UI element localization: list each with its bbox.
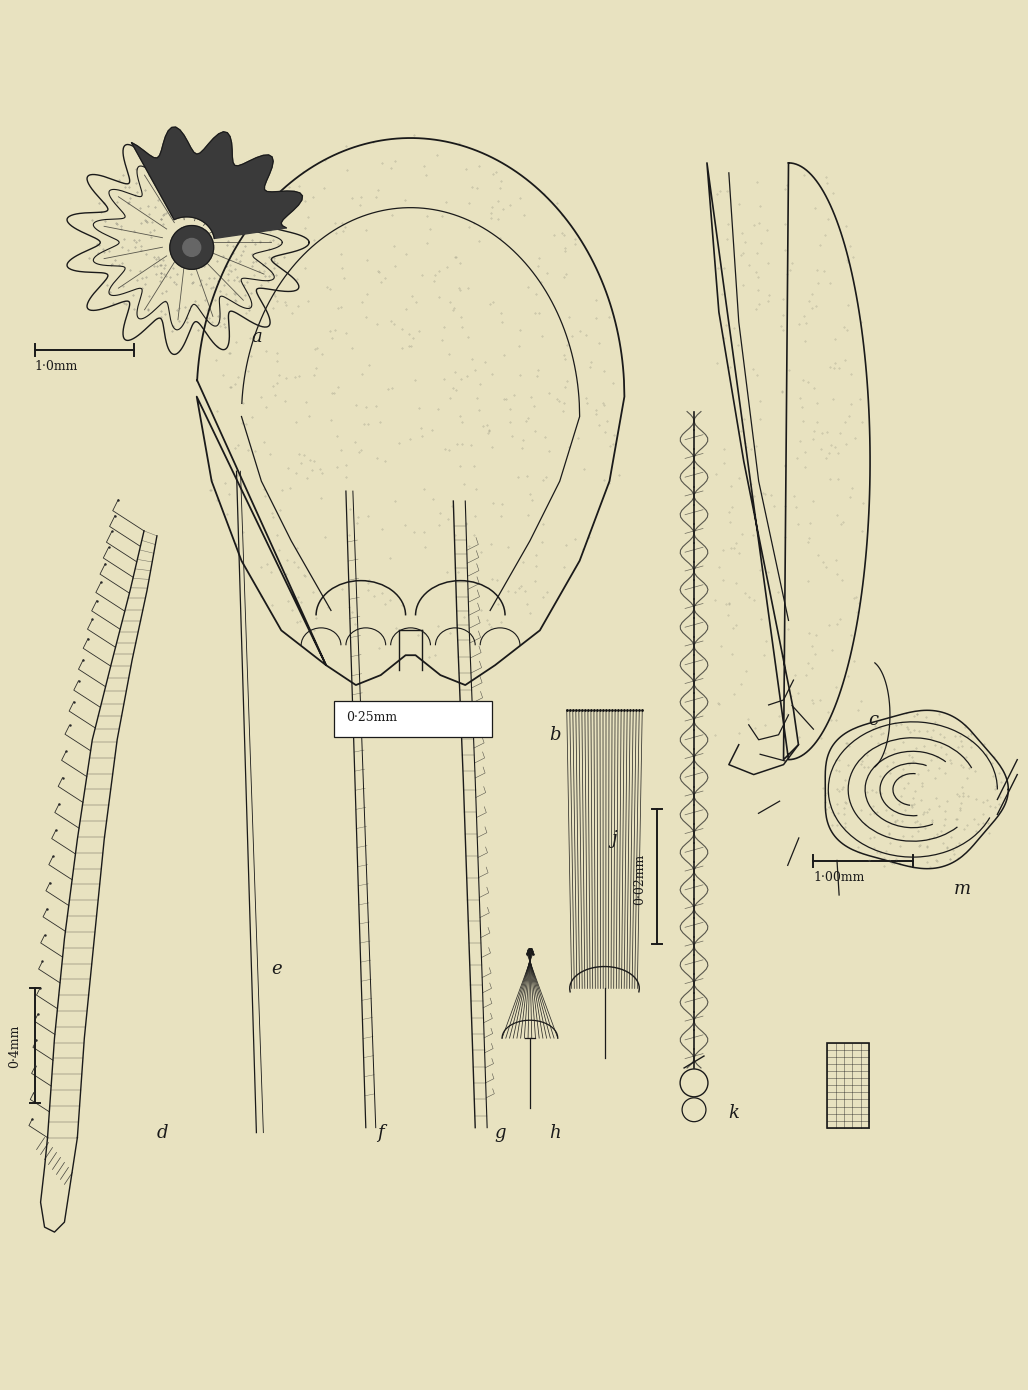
Text: h: h [549,1123,560,1141]
FancyBboxPatch shape [334,701,492,737]
Text: f: f [377,1123,384,1141]
Text: 0·25mm: 0·25mm [345,712,397,724]
Text: g: g [494,1123,506,1141]
Text: 0·4mm: 0·4mm [8,1024,22,1068]
Text: a: a [251,328,262,346]
Circle shape [183,239,200,256]
Text: b: b [549,726,560,744]
Text: l: l [860,1104,866,1122]
Circle shape [170,225,214,270]
Text: k: k [729,1104,739,1122]
Text: j: j [612,830,617,848]
Text: e: e [271,959,282,977]
Circle shape [681,1069,708,1097]
Text: m: m [954,880,971,898]
Text: c: c [868,710,878,728]
Bar [828,1042,869,1127]
Polygon shape [196,138,624,685]
Text: 1·0mm: 1·0mm [35,360,78,373]
Text: d: d [156,1123,168,1141]
Polygon shape [707,163,870,760]
Circle shape [683,1098,706,1122]
Text: 0·02mm: 0·02mm [633,853,646,905]
Text: 1·00mm: 1·00mm [813,872,865,884]
Polygon shape [132,126,302,239]
